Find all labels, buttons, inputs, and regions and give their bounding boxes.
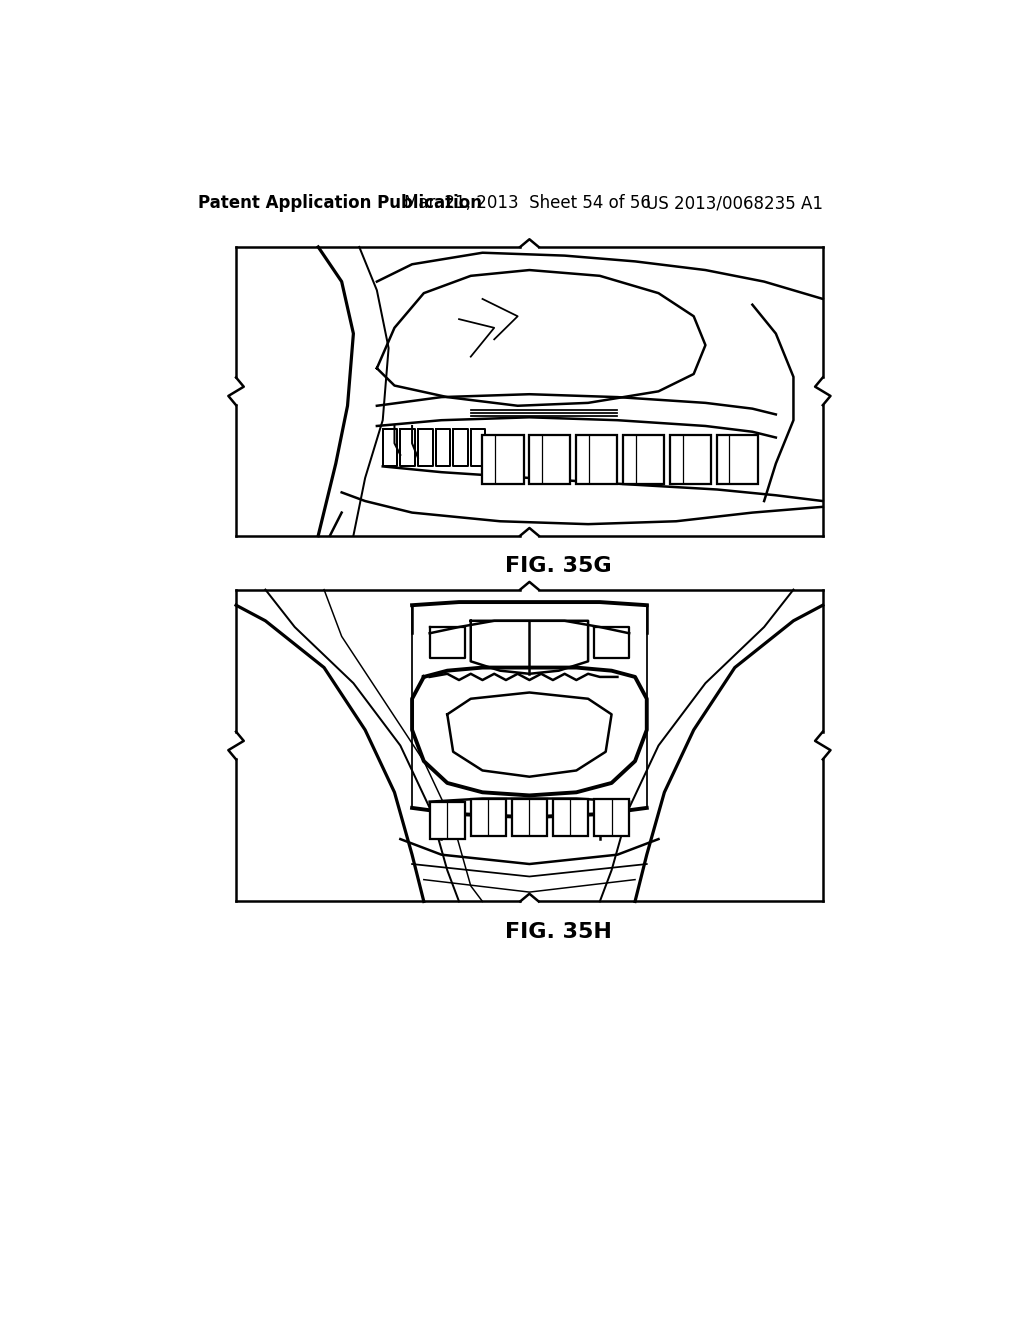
Text: FIG. 35H: FIG. 35H <box>505 923 612 942</box>
Bar <box>671 434 712 483</box>
Bar <box>553 799 588 836</box>
Bar <box>512 799 547 836</box>
Bar <box>577 434 617 483</box>
Polygon shape <box>471 429 485 466</box>
Bar <box>624 434 665 483</box>
Polygon shape <box>454 429 468 466</box>
Bar <box>717 434 758 483</box>
Text: US 2013/0068235 A1: US 2013/0068235 A1 <box>646 194 823 213</box>
Bar <box>430 801 465 840</box>
Polygon shape <box>435 429 451 466</box>
Bar <box>594 799 629 836</box>
Bar <box>471 799 506 836</box>
Text: Patent Application Publication: Patent Application Publication <box>199 194 482 213</box>
Text: Mar. 21, 2013  Sheet 54 of 56: Mar. 21, 2013 Sheet 54 of 56 <box>403 194 651 213</box>
Polygon shape <box>383 429 397 466</box>
Polygon shape <box>400 429 415 466</box>
Text: FIG. 35G: FIG. 35G <box>506 557 612 577</box>
Bar <box>482 434 523 483</box>
Polygon shape <box>418 429 432 466</box>
Bar <box>529 434 570 483</box>
